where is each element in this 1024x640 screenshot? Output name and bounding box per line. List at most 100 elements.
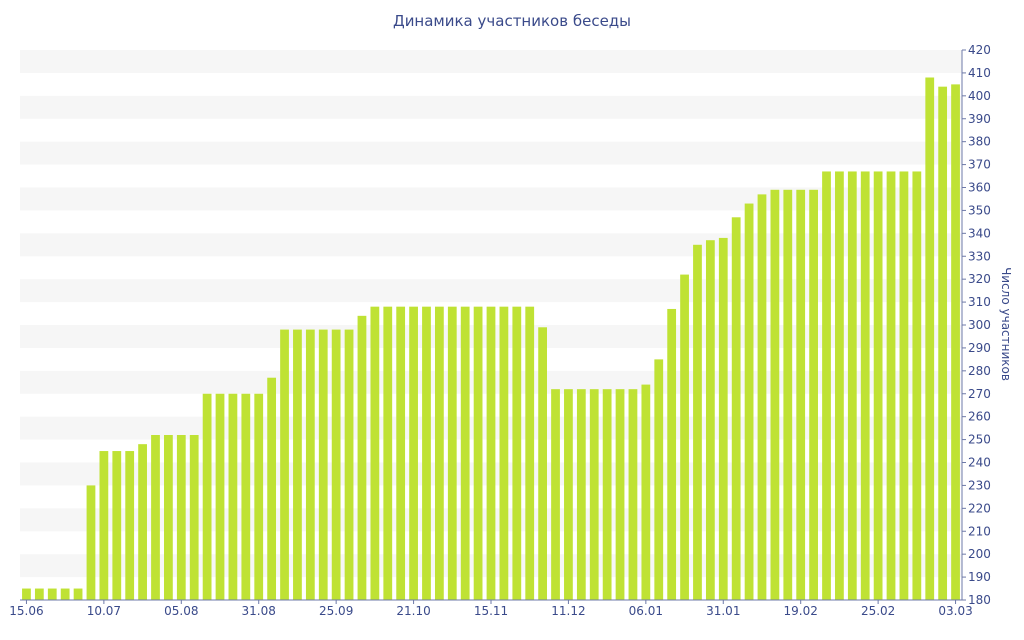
y-tick-label: 420 — [968, 43, 991, 57]
bar — [499, 306, 509, 600]
y-tick-label: 340 — [968, 226, 991, 240]
y-tick-label: 230 — [968, 478, 991, 492]
bar — [396, 306, 406, 600]
y-tick-label: 250 — [968, 433, 991, 447]
bar — [73, 588, 83, 600]
bar — [422, 306, 431, 600]
y-tick-label: 180 — [968, 593, 991, 607]
bar — [138, 444, 147, 600]
bar — [809, 189, 818, 600]
bar — [938, 86, 948, 600]
y-tick-label: 280 — [968, 364, 991, 378]
bar — [383, 306, 393, 600]
x-tick-label: 15.11 — [474, 604, 508, 618]
x-tick-label: 05.08 — [164, 604, 198, 618]
y-tick-label: 390 — [968, 112, 991, 126]
grid-band — [20, 95, 962, 119]
bar — [731, 217, 741, 600]
bar — [22, 588, 31, 600]
bar — [693, 244, 702, 600]
bar — [318, 329, 328, 600]
bar — [473, 306, 483, 600]
y-tick-label: 310 — [968, 295, 991, 309]
bar — [151, 435, 160, 600]
bar — [770, 189, 780, 600]
bar — [280, 329, 289, 600]
bar — [267, 377, 277, 600]
y-tick-label: 330 — [968, 249, 991, 263]
y-tick-label: 220 — [968, 501, 991, 515]
bar — [47, 588, 57, 600]
bar — [783, 189, 793, 600]
bar — [667, 308, 677, 600]
y-tick-label: 320 — [968, 272, 991, 286]
x-axis: 15.06 10.07 05.08 31.08 25.09 21.10 15.11 11.12… — [9, 599, 973, 618]
bar — [357, 315, 367, 600]
grid-band — [20, 233, 962, 257]
bar — [293, 329, 302, 600]
bar — [718, 237, 728, 600]
bar — [254, 393, 264, 600]
bar — [564, 389, 573, 600]
bar — [912, 171, 922, 601]
bar — [847, 171, 857, 601]
bar — [241, 393, 251, 600]
x-tick-label: 03.03 — [938, 604, 972, 618]
grid-band — [20, 279, 962, 303]
bar — [202, 393, 212, 600]
bar — [176, 435, 186, 600]
bar — [615, 389, 625, 600]
bar — [951, 84, 960, 600]
y-tick-label: 360 — [968, 181, 991, 195]
bar — [796, 189, 806, 600]
y-tick-label: 300 — [968, 318, 991, 332]
bar — [512, 306, 522, 600]
bar — [434, 306, 444, 600]
x-tick-label: 11.12 — [551, 604, 585, 618]
bar — [486, 306, 496, 600]
grid-band — [20, 141, 962, 165]
x-tick-label: 06.01 — [629, 604, 663, 618]
bar — [822, 171, 831, 601]
bar — [189, 435, 199, 600]
y-tick-label: 350 — [968, 203, 991, 217]
bar — [602, 389, 612, 600]
bar — [886, 171, 896, 601]
bar — [331, 329, 341, 600]
bar — [409, 306, 418, 600]
bar — [628, 389, 638, 600]
y-tick-label: 410 — [968, 66, 991, 80]
bar — [344, 329, 354, 600]
y-axis: 180 190 200 210 220 230 240 250 260 270 280 290 300 3… — [961, 43, 991, 607]
bar — [538, 327, 548, 600]
y-tick-label: 260 — [968, 410, 991, 424]
bar — [899, 171, 909, 601]
x-tick-label: 31.01 — [706, 604, 740, 618]
bar — [835, 171, 844, 601]
bar — [551, 389, 560, 600]
bar — [873, 171, 883, 601]
bar — [744, 203, 754, 600]
chart-title: Динамика участников беседы — [392, 12, 632, 30]
bar — [215, 393, 225, 600]
bar — [460, 306, 470, 600]
y-tick-label: 370 — [968, 158, 991, 172]
bar — [576, 389, 586, 600]
bar — [305, 329, 315, 600]
x-tick-label: 10.07 — [87, 604, 121, 618]
bar — [525, 306, 535, 600]
x-tick-label: 31.08 — [242, 604, 276, 618]
bar — [705, 240, 715, 601]
y-tick-label: 380 — [968, 135, 991, 149]
bar — [164, 435, 173, 600]
bar — [654, 359, 664, 600]
bar — [447, 306, 457, 600]
y-tick-label: 290 — [968, 341, 991, 355]
y-tick-label: 240 — [968, 456, 991, 470]
bar — [680, 274, 689, 600]
bar — [589, 389, 599, 600]
bar — [641, 384, 651, 600]
bar — [125, 451, 135, 600]
